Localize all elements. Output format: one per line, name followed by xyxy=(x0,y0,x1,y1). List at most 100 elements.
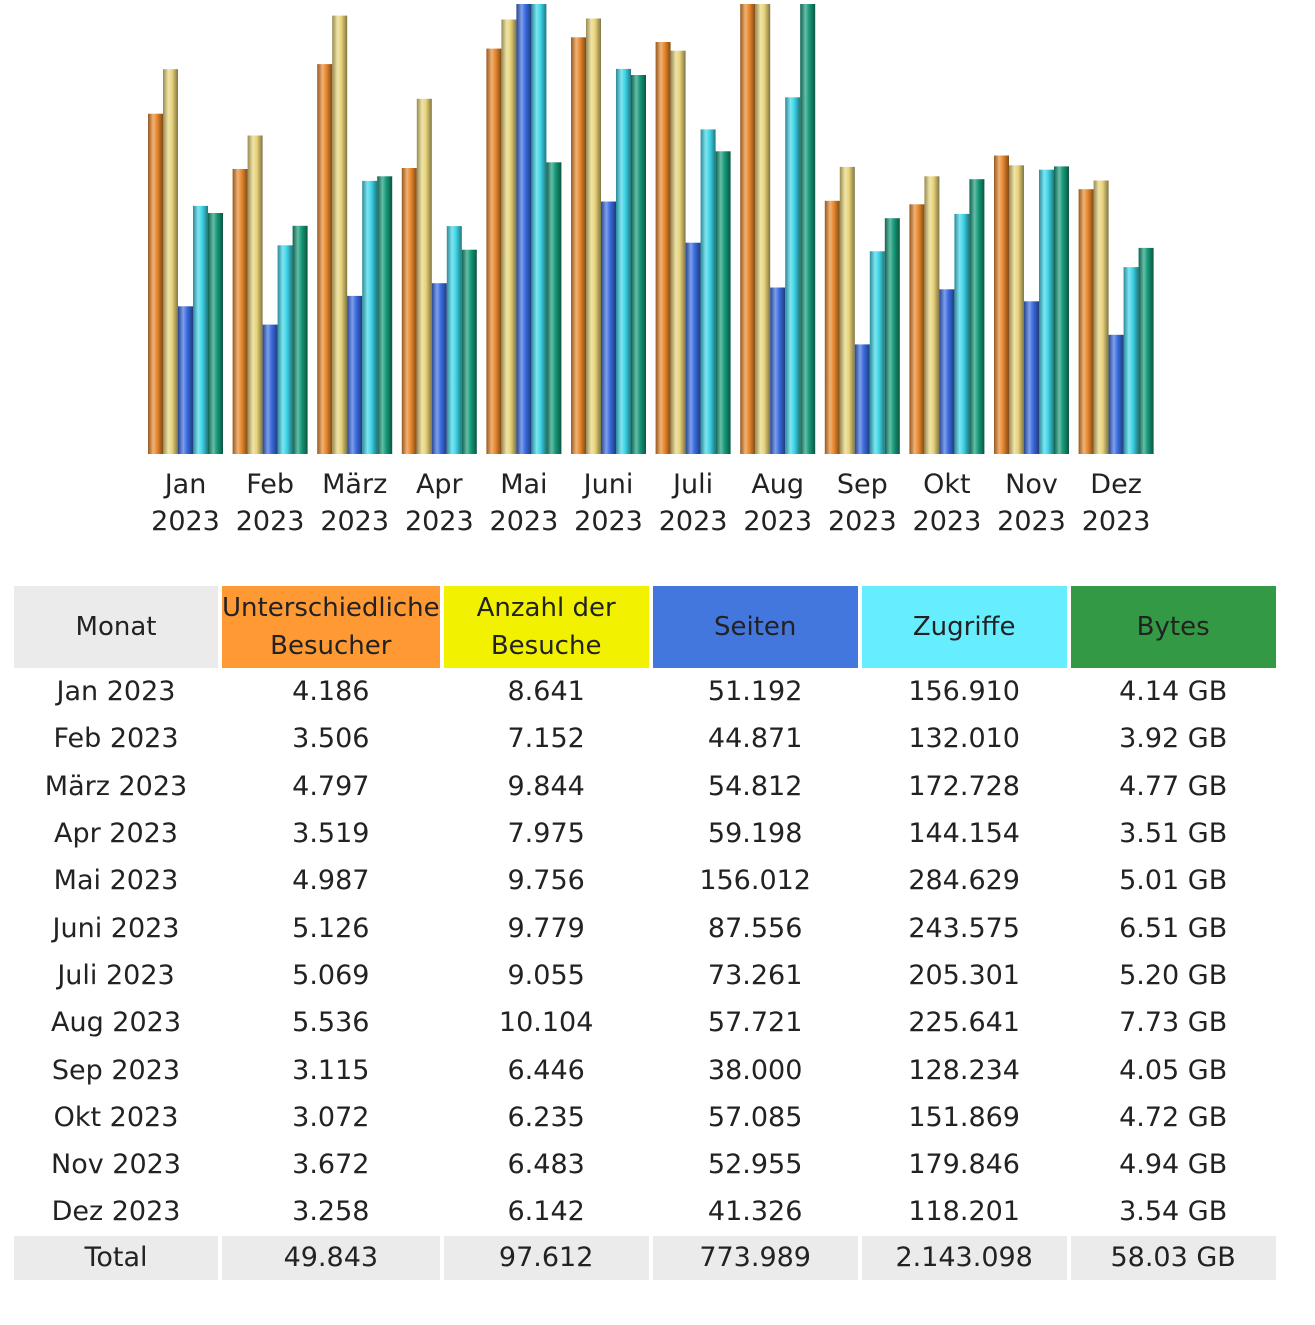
table-header-2: Anzahl der Besuche xyxy=(443,586,649,668)
bar-series-0-2 xyxy=(317,64,333,454)
value-cell: 5.126 xyxy=(292,912,370,944)
bar-series-3-5 xyxy=(616,68,631,455)
value-cell: 6.483 xyxy=(507,1149,585,1181)
bar-series-1-10 xyxy=(1009,165,1024,455)
month-cell: Dez 2023 xyxy=(51,1196,181,1228)
bar-series-4-0 xyxy=(208,213,223,454)
value-cell: 3.54 GB xyxy=(1119,1196,1228,1228)
bar-series-4-6 xyxy=(715,151,731,455)
x-tick-label: Jan 2023 xyxy=(151,469,220,537)
value-cell: 4.186 xyxy=(292,676,370,708)
value-cell: 38.000 xyxy=(707,1054,803,1086)
bar-series-4-9 xyxy=(969,179,985,454)
value-cell: 7.73 GB xyxy=(1119,1007,1228,1039)
table-row: Sep 2023 3.115 6.446 38.000 128.234 4.05 GB xyxy=(14,1046,1276,1093)
month-cell: Feb 2023 xyxy=(53,723,179,755)
bar-series-4-10 xyxy=(1054,166,1069,454)
value-cell: 54.812 xyxy=(707,770,803,802)
total-value: 773.989 xyxy=(652,1235,858,1280)
bar-series-3-6 xyxy=(700,129,716,454)
table-row: Aug 2023 5.536 10.104 57.721 225.641 7.73 GB xyxy=(14,999,1276,1046)
bar-series-2-2 xyxy=(347,295,363,454)
month-cell: Mai 2023 xyxy=(53,865,179,897)
bar-series-1-1 xyxy=(247,135,263,454)
value-cell: 57.085 xyxy=(707,1101,803,1133)
bar-series-2-11 xyxy=(1108,334,1124,454)
x-tick-label: Mai 2023 xyxy=(490,469,559,537)
total-label: Total xyxy=(14,1235,218,1280)
value-cell: 73.261 xyxy=(707,959,803,991)
bar-series-4-3 xyxy=(461,249,477,454)
total-row: Total 49.843 97.612 773.989 2.143.098 58.03 G… xyxy=(14,1235,1276,1280)
value-cell: 225.641 xyxy=(908,1007,1020,1039)
bar-series-0-6 xyxy=(655,42,671,454)
value-cell: 144.154 xyxy=(908,818,1020,850)
table-header-5: Bytes xyxy=(1070,586,1276,668)
value-cell: 3.672 xyxy=(292,1149,370,1181)
bar-series-3-4 xyxy=(531,4,547,454)
bar-series-1-3 xyxy=(416,98,432,455)
bar-series-4-7 xyxy=(800,4,816,454)
table-row: Mai 2023 4.987 9.756 156.012 284.629 5.01 GB xyxy=(14,857,1276,904)
value-cell: 3.92 GB xyxy=(1119,723,1228,755)
value-cell: 5.069 xyxy=(292,959,370,991)
value-cell: 3.506 xyxy=(292,723,370,755)
bar-series-1-0 xyxy=(163,69,178,454)
x-tick-label: Juni 2023 xyxy=(574,469,643,537)
value-cell: 5.01 GB xyxy=(1119,865,1228,897)
x-tick-label: Sep 2023 xyxy=(828,469,897,537)
value-cell: 5.536 xyxy=(292,1007,370,1039)
value-cell: 10.104 xyxy=(498,1007,594,1039)
value-cell: 4.94 GB xyxy=(1119,1149,1228,1181)
value-cell: 9.779 xyxy=(507,912,585,944)
value-cell: 3.51 GB xyxy=(1119,818,1228,850)
x-tick-label: Feb 2023 xyxy=(236,469,305,537)
value-cell: 9.756 xyxy=(507,865,585,897)
value-cell: 7.152 xyxy=(507,723,585,755)
bar-series-2-5 xyxy=(601,201,616,454)
value-cell: 5.20 GB xyxy=(1119,959,1228,991)
bar-series-1-4 xyxy=(501,19,517,454)
month-cell: Jan 2023 xyxy=(56,676,176,708)
bar-series-2-3 xyxy=(431,283,447,454)
value-cell: 205.301 xyxy=(908,959,1020,991)
x-tick-label: Okt 2023 xyxy=(913,469,982,537)
bar-series-3-11 xyxy=(1123,267,1139,454)
bar-series-2-8 xyxy=(854,344,870,454)
month-cell: Apr 2023 xyxy=(53,818,178,850)
bar-series-3-8 xyxy=(869,251,885,454)
bar-series-2-6 xyxy=(685,242,701,454)
table-row: Juli 2023 5.069 9.055 73.261 205.301 5.20 GB xyxy=(14,952,1276,999)
value-cell: 179.846 xyxy=(908,1149,1020,1181)
bar-series-1-8 xyxy=(839,166,855,454)
bar-series-0-4 xyxy=(486,48,502,454)
bar-series-1-11 xyxy=(1093,180,1109,454)
bar-series-4-4 xyxy=(546,162,562,455)
value-cell: 243.575 xyxy=(908,912,1020,944)
x-tick-label: Dez 2023 xyxy=(1082,469,1151,537)
total-value: 58.03 GB xyxy=(1070,1235,1276,1280)
value-cell: 151.869 xyxy=(908,1101,1020,1133)
month-cell: Juni 2023 xyxy=(52,912,180,944)
bar-series-0-11 xyxy=(1078,189,1094,454)
total-value: 49.843 xyxy=(222,1235,440,1280)
month-cell: Aug 2023 xyxy=(50,1007,182,1039)
value-cell: 3.115 xyxy=(292,1054,370,1086)
bar-series-1-9 xyxy=(924,176,940,455)
bar-series-2-10 xyxy=(1024,301,1039,454)
table-header-1: Unterschiedliche Besucher xyxy=(222,586,440,668)
table-row: Feb 2023 3.506 7.152 44.871 132.010 3.92 GB xyxy=(14,715,1276,762)
value-cell: 4.77 GB xyxy=(1119,770,1228,802)
x-tick-label: Aug 2023 xyxy=(743,469,812,537)
value-cell: 172.728 xyxy=(908,770,1020,802)
value-cell: 3.258 xyxy=(292,1196,370,1228)
bar-series-3-3 xyxy=(446,226,462,454)
bar-series-0-1 xyxy=(232,169,248,454)
bar-series-3-10 xyxy=(1039,169,1054,454)
value-cell: 6.142 xyxy=(507,1196,585,1228)
bar-series-2-0 xyxy=(178,306,193,454)
value-cell: 6.51 GB xyxy=(1119,912,1228,944)
table-row: Jan 2023 4.186 8.641 51.192 156.910 4.14 GB xyxy=(14,668,1276,715)
bar-series-4-8 xyxy=(884,218,900,454)
